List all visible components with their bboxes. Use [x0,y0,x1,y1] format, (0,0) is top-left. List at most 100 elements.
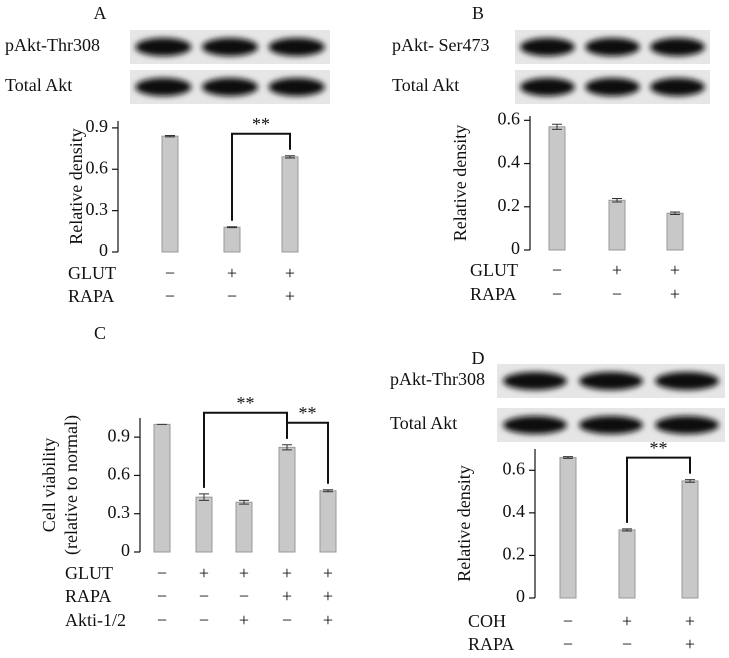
blot-band [579,372,643,390]
treatment-sign: + [282,563,292,583]
treatment-sign: + [227,263,237,283]
error-bar [239,499,249,505]
y-tick-label: 0.6 [86,157,109,177]
treatment-sign: − [199,610,209,630]
error-bar [323,489,333,493]
y-tick-label: 0.6 [108,464,131,484]
treatment-sign: − [563,634,573,654]
bar [608,199,626,251]
treatment-sign: + [670,260,680,280]
y-tick-label: 0 [99,240,108,260]
blot-band [579,416,643,434]
significance-label: ** [252,114,270,134]
significance-bracket [626,456,691,523]
significance-label: ** [299,403,317,423]
error-bar [612,198,622,203]
treatment-sign: + [285,263,295,283]
treatment-sign: + [323,610,333,630]
y-axis-label: Cell viability [39,438,59,533]
blot-label: pAkt-Thr308 [5,35,100,55]
bar [281,156,299,253]
significance-bracket [286,421,329,484]
bar [278,446,296,553]
bar [548,126,566,251]
treatment-sign: + [622,611,632,631]
error-bar [199,493,209,501]
treatment-name: GLUT [470,260,518,280]
blot-band [650,78,705,96]
blot-label: pAkt- Ser473 [392,35,490,55]
treatment-sign: + [282,586,292,606]
significance-label: ** [650,438,668,458]
y-tick-label: 0.2 [503,544,526,564]
blot-band [503,416,567,434]
y-tick-label: 0.9 [86,116,109,136]
bar [223,226,241,253]
y-tick-label: 0.6 [503,458,526,478]
bar [161,135,179,253]
treatment-sign: − [552,284,562,304]
error-bar [563,456,573,459]
bar [666,212,684,251]
panel-letter: C [94,323,106,343]
treatment-name: GLUT [68,263,116,283]
blot-band [655,416,719,434]
treatment-sign: − [165,286,175,306]
panel-letter: A [94,3,107,23]
treatment-sign: + [239,610,249,630]
y-tick-label: 0.4 [503,501,526,521]
significance-bracket [203,411,288,488]
blot-label: Total Akt [5,75,72,95]
blot-label: pAkt-Thr308 [390,369,485,389]
blot-band [202,78,258,96]
treatment-sign: − [552,260,562,280]
treatment-sign: + [285,286,295,306]
treatment-sign: − [282,610,292,630]
blot-label: Total Akt [392,75,459,95]
bar [153,423,171,553]
y-axis-label: Relative density [66,128,86,244]
y-axis-label: Relative density [450,125,470,241]
treatment-sign: + [612,260,622,280]
significance-bracket [231,132,291,221]
treatment-sign: − [165,263,175,283]
y-tick-label: 0.4 [498,152,521,172]
treatment-name: RAPA [468,634,514,654]
blot-band [520,78,575,96]
panel-letter: B [472,3,484,23]
treatment-sign: + [323,563,333,583]
treatment-name: GLUT [65,563,113,583]
treatment-sign: + [199,563,209,583]
treatment-name: RAPA [470,284,516,304]
treatment-name: COH [468,611,506,631]
y-tick-label: 0.3 [86,199,109,219]
blot-band [585,78,640,96]
bar [559,457,577,599]
blot-band [268,38,325,56]
treatment-sign: + [670,284,680,304]
bar [235,501,253,553]
treatment-sign: + [239,563,249,583]
blot-band [655,372,719,390]
blot-band [503,372,567,390]
y-tick-label: 0.9 [108,425,131,445]
bar [618,529,636,599]
bar [319,490,337,553]
error-bar [282,444,292,451]
error-bar [285,155,295,159]
treatment-sign: − [612,284,622,304]
treatment-sign: − [239,586,249,606]
treatment-name: Akti-1/2 [65,610,126,630]
y-tick-label: 0.3 [108,502,131,522]
error-bar [165,134,175,138]
blot-band [135,78,192,96]
error-bar [227,226,237,229]
blot-band [650,38,705,56]
blot-band [135,38,192,56]
blot-band [585,38,640,56]
panel-letter: D [472,348,485,368]
treatment-sign: − [622,634,632,654]
treatment-sign: − [227,286,237,306]
y-tick-label: 0 [516,586,525,606]
